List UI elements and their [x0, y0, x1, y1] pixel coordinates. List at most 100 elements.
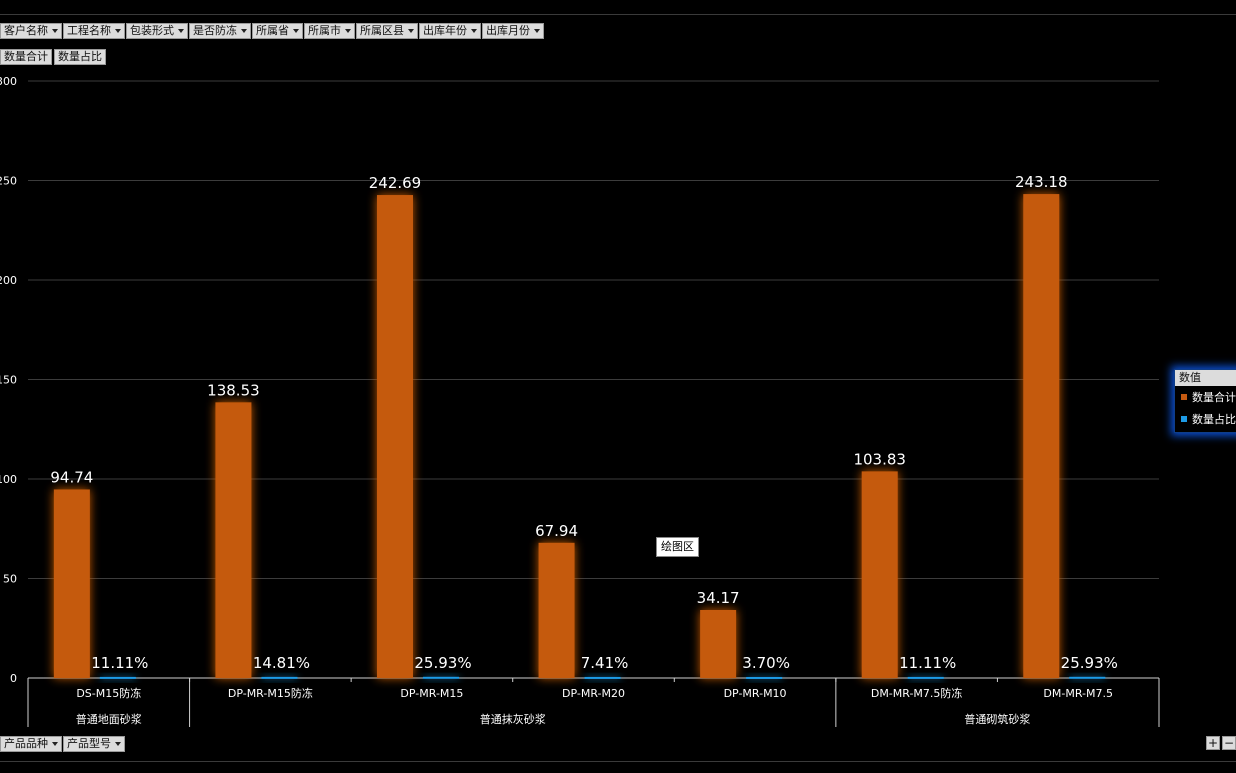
x-category-label: DP-MR-M15防冻: [228, 686, 313, 700]
field-label: 数量合计: [4, 50, 48, 63]
legend-title: 数值: [1175, 370, 1236, 386]
y-tick-label: 50: [3, 573, 17, 586]
legend-item-ratio[interactable]: 数量占比: [1175, 408, 1236, 430]
dropdown-arrow-icon: [534, 29, 540, 33]
x-category-label: DP-MR-M10: [724, 687, 787, 700]
bar-ratio[interactable]: [1069, 676, 1106, 679]
value-field-bar: 数量合计 数量占比: [0, 49, 106, 65]
legend-swatch-icon: [1181, 394, 1187, 400]
filter-button-7[interactable]: 出库年份: [419, 23, 481, 39]
dropdown-arrow-icon: [52, 742, 58, 746]
dropdown-arrow-icon: [115, 29, 121, 33]
data-label-ratio: 11.11%: [91, 654, 148, 672]
legend-label: 数量占比: [1192, 413, 1236, 426]
dropdown-arrow-icon: [408, 29, 414, 33]
field-label: 客户名称: [4, 24, 48, 37]
bar-ratio[interactable]: [261, 676, 298, 679]
field-label: 所属区县: [360, 24, 404, 37]
zoom-in-button[interactable]: +: [1206, 736, 1220, 750]
zoom-out-button[interactable]: −: [1222, 736, 1236, 750]
dropdown-arrow-icon: [345, 29, 351, 33]
legend-item-sum[interactable]: 数量合计: [1175, 386, 1236, 408]
dropdown-arrow-icon: [115, 742, 121, 746]
filter-button-6[interactable]: 所属区县: [356, 23, 418, 39]
x-category-label: DS-M15防冻: [76, 686, 141, 700]
data-label-ratio: 7.41%: [581, 654, 629, 672]
bar-ratio[interactable]: [907, 676, 944, 679]
field-label: 所属省: [256, 24, 289, 37]
filter-button-4[interactable]: 所属省: [252, 23, 303, 39]
x-category-label: DM-MR-M7.5防冻: [871, 686, 963, 700]
x-axis: DS-M15防冻 DP-MR-M15防冻 DP-MR-M15 DP-MR-M20 DP-…: [27, 678, 1160, 727]
data-label-sum: 103.83: [853, 450, 906, 468]
data-label-sum: 138.53: [207, 381, 260, 399]
zoom-buttons: + −: [1206, 736, 1236, 750]
bar-ratio[interactable]: [422, 676, 459, 679]
bar-sum[interactable]: [215, 402, 252, 678]
bottom-divider: [0, 761, 1236, 762]
x-category-label: DP-MR-M15: [400, 687, 463, 700]
field-label: 出库年份: [423, 24, 467, 37]
filter-button-2[interactable]: 包装形式: [126, 23, 188, 39]
bar-sum[interactable]: [53, 489, 90, 678]
x-group-label: 普通抹灰砂浆: [480, 712, 546, 726]
plot-area-tooltip: 绘图区: [656, 537, 699, 557]
y-tick-label: 0: [10, 672, 17, 685]
bar-sum[interactable]: [376, 195, 413, 678]
field-label: 是否防冻: [193, 24, 237, 37]
field-label: 工程名称: [67, 24, 111, 37]
field-label: 包装形式: [130, 24, 174, 37]
bar-ratio[interactable]: [746, 676, 783, 679]
dropdown-arrow-icon: [178, 29, 184, 33]
bar-ratio[interactable]: [99, 676, 136, 679]
dropdown-arrow-icon: [471, 29, 477, 33]
axis-field-button-0[interactable]: 产品品种: [0, 736, 62, 752]
data-label-ratio: 25.93%: [1061, 654, 1118, 672]
data-label-sum: 94.74: [50, 468, 93, 486]
filter-button-3[interactable]: 是否防冻: [189, 23, 251, 39]
field-label: 出库月份: [486, 24, 530, 37]
bar-sum[interactable]: [538, 542, 575, 678]
filter-button-0[interactable]: 客户名称: [0, 23, 62, 39]
data-label-ratio: 11.11%: [899, 654, 956, 672]
y-tick-label: 250: [0, 175, 17, 188]
bar-ratio[interactable]: [584, 676, 621, 679]
y-tick-label: 300: [0, 75, 17, 88]
top-divider: [0, 14, 1236, 15]
filter-button-5[interactable]: 所属市: [304, 23, 355, 39]
field-label: 产品品种: [4, 737, 48, 750]
filter-button-8[interactable]: 出库月份: [482, 23, 544, 39]
field-label: 所属市: [308, 24, 341, 37]
bar-sum[interactable]: [700, 610, 737, 678]
report-filter-bar: 客户名称 工程名称 包装形式 是否防冻 所属省 所属市 所属区县 出库年份 出库月份: [0, 23, 544, 39]
filter-button-1[interactable]: 工程名称: [63, 23, 125, 39]
bar-sum[interactable]: [1023, 194, 1060, 679]
x-category-label: DP-MR-M20: [562, 687, 625, 700]
x-category-label: DM-MR-M7.5: [1043, 687, 1113, 700]
value-field-button-0[interactable]: 数量合计: [0, 49, 52, 65]
legend-swatch-icon: [1181, 416, 1187, 422]
bars: 94.74 11.11% 138.53 14.81% 242.69 25.93% 67.94…: [50, 173, 1118, 679]
data-label-sum: 34.17: [697, 589, 740, 607]
y-tick-label: 150: [0, 374, 17, 387]
dropdown-arrow-icon: [241, 29, 247, 33]
chart-legend[interactable]: 数值 数量合计 数量占比: [1174, 369, 1236, 433]
bar-sum[interactable]: [861, 471, 898, 678]
data-label-ratio: 25.93%: [414, 654, 471, 672]
axis-field-button-1[interactable]: 产品型号: [63, 736, 125, 752]
data-label-sum: 67.94: [535, 522, 578, 540]
y-tick-label: 200: [0, 274, 17, 287]
value-field-button-1[interactable]: 数量占比: [54, 49, 106, 65]
dropdown-arrow-icon: [52, 29, 58, 33]
legend-label: 数量合计: [1192, 391, 1236, 404]
data-label-ratio: 14.81%: [253, 654, 310, 672]
data-label-sum: 242.69: [369, 174, 422, 192]
y-tick-label: 100: [0, 473, 17, 486]
x-group-label: 普通砌筑砂浆: [964, 712, 1030, 726]
data-label-sum: 243.18: [1015, 173, 1068, 191]
gridlines: [28, 80, 1159, 679]
dropdown-arrow-icon: [293, 29, 299, 33]
field-label: 数量占比: [58, 50, 102, 63]
data-label-ratio: 3.70%: [742, 654, 790, 672]
